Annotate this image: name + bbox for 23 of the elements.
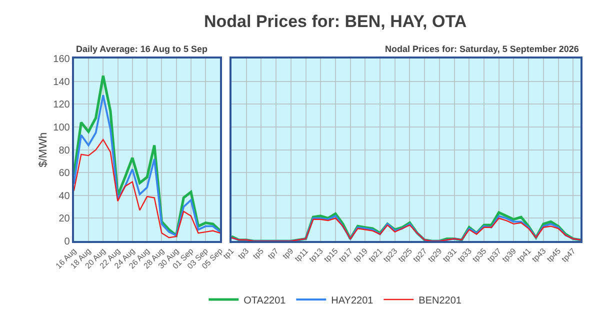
y-tick-label: 80 — [58, 145, 70, 156]
x-tick-label: tp33 — [456, 246, 474, 264]
y-tick-label: 120 — [53, 100, 70, 111]
y-tick-label: 0 — [64, 236, 70, 248]
y-tick-label: 100 — [53, 122, 70, 134]
line-series — [74, 138, 220, 238]
y-tick-label: 160 — [53, 54, 70, 66]
legend-label: BEN2201 — [418, 295, 462, 306]
chart-subtitle: Daily Average: 16 Aug to 5 Sep — [76, 44, 208, 54]
y-tick-label: 60 — [58, 168, 70, 180]
y-tick-label: 20 — [58, 214, 70, 225]
legend-label: HAY2201 — [331, 295, 374, 306]
chart-subtitle: Nodal Prices for: Saturday, 5 September 2026 — [385, 44, 579, 54]
x-tick-label: tp9 — [280, 246, 296, 261]
x-tick-label: tp5 — [251, 246, 266, 261]
chart-title: Nodal Prices for: BEN, HAY, OTA — [204, 12, 467, 31]
y-axis-title: $/MWh — [37, 132, 50, 168]
y-tick-label: 140 — [53, 76, 70, 88]
x-tick-label: tp3 — [236, 246, 251, 261]
x-tick-label: tp7 — [266, 246, 281, 261]
y-tick-label: 40 — [58, 190, 70, 202]
x-tick-label: tp1 — [222, 246, 236, 261]
legend-label: OTA2201 — [244, 295, 286, 306]
